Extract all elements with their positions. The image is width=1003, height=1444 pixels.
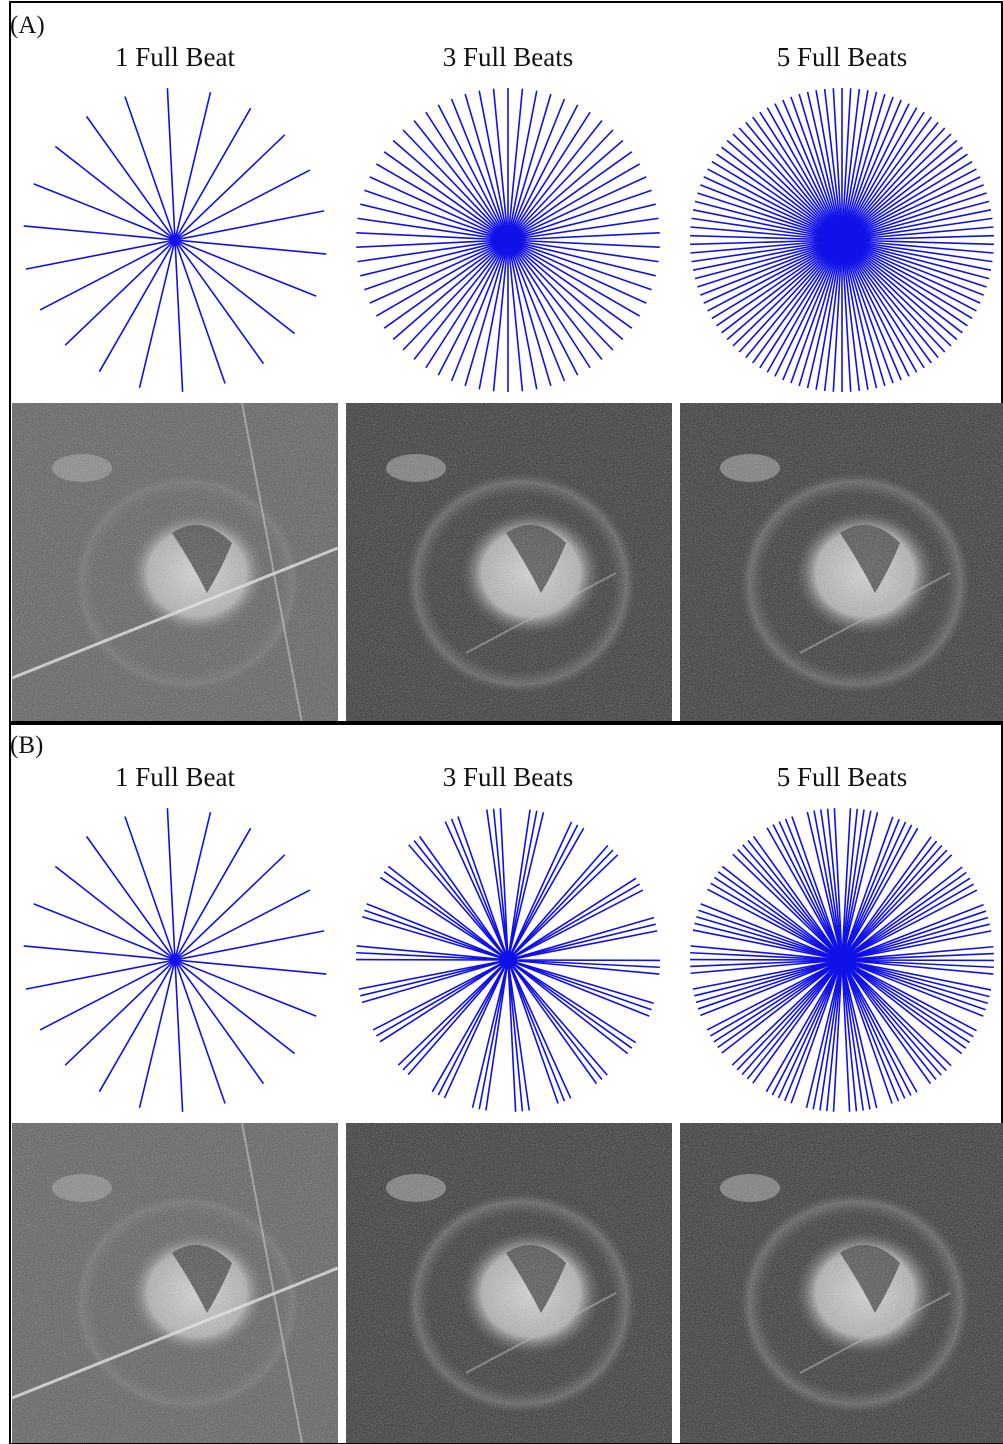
mri-image [680,403,1003,723]
image-noise [346,1123,672,1443]
column-title: 1 Full Beat [115,762,235,792]
spoke-center [499,231,517,249]
mri-image [12,403,338,723]
spoke-center [499,951,517,969]
image-noise [680,1123,1003,1443]
column-title: 3 Full Beats [443,762,574,792]
spoke-center [171,956,179,964]
column-title: 1 Full Beat [115,42,235,72]
figure: (A)1 Full Beat3 Full Beats5 Full Beats(B… [0,0,1003,1444]
panel-label: (B) [10,732,43,759]
image-noise [12,1123,338,1443]
image-noise [680,403,1003,723]
image-noise [346,403,672,723]
column-title: 5 Full Beats [777,762,908,792]
column-title: 5 Full Beats [777,42,908,72]
mri-image [12,1123,338,1443]
mri-image [346,403,672,723]
mri-image [680,1123,1003,1443]
image-noise [12,403,338,723]
spoke-center [171,236,179,244]
panel-label: (A) [10,12,45,39]
mri-image [346,1123,672,1443]
panel: (B) 1 Full Beat 3 Full Beats 5 Full Beats [10,722,1003,1444]
spoke-center [828,946,856,974]
panel: (A) 1 Full Beat 3 Full Beats 5 Full Beats [10,2,1003,724]
column-title: 3 Full Beats [443,42,574,72]
spoke-center [828,226,856,254]
